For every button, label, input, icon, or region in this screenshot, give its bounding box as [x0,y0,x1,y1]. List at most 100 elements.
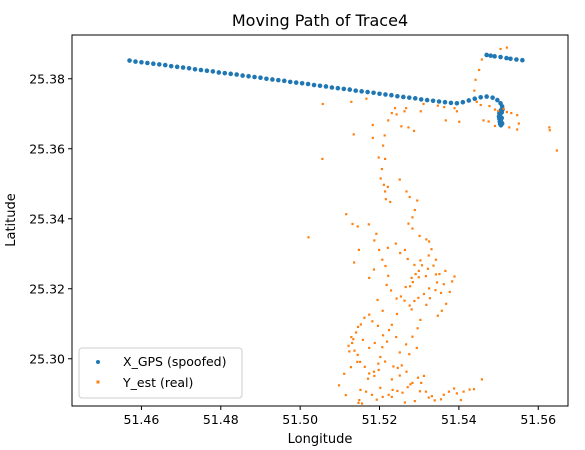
data-point [406,257,409,261]
data-point [373,374,376,377]
y-tick-label: 25.32 [29,281,65,296]
data-point [395,297,398,300]
data-point [499,115,505,121]
data-point [371,136,374,139]
data-point [406,386,409,389]
data-point [395,312,399,316]
data-point [305,81,311,87]
data-point [287,79,293,85]
data-point [329,85,335,90]
y-tick-label: 25.34 [29,211,65,226]
data-point [162,62,168,68]
data-point [497,109,500,113]
data-point [403,299,406,302]
data-point [490,95,495,100]
x-tick-label: 51.50 [282,412,318,427]
data-point [379,355,382,359]
data-point [353,88,359,93]
data-point [427,396,430,399]
data-point [356,225,359,228]
data-point [368,346,371,349]
data-point [307,236,310,239]
data-point [381,346,384,349]
y-tick-label: 25.30 [29,351,65,366]
x-axis-label: Longitude [288,432,353,447]
data-point [375,398,378,401]
data-point [363,316,366,319]
data-point [383,360,387,363]
data-point [345,213,348,216]
data-point [411,281,414,284]
data-point [435,281,439,284]
data-point [436,99,442,104]
data-point [405,190,408,193]
data-point [405,370,408,373]
data-point [375,232,378,235]
data-point [410,276,413,279]
data-point [407,222,410,225]
data-point [403,248,407,251]
data-point [198,67,204,73]
data-point [412,129,416,132]
data-point [358,398,361,402]
data-point [377,368,380,372]
data-point [398,178,401,181]
data-point [270,77,275,82]
data-point [366,377,370,380]
x-tick-label: 51.48 [203,412,239,427]
data-point [293,80,299,85]
data-point [419,110,422,113]
data-point [371,320,374,323]
data-point [145,60,150,66]
data-point [430,98,436,104]
data-point [359,388,362,391]
data-point [400,125,403,128]
data-point [472,388,476,391]
data-point [358,360,362,363]
legend-label-gps: X_GPS (spoofed) [123,354,226,369]
data-point [442,99,448,105]
data-point [349,366,353,369]
data-point [311,82,317,88]
data-point [391,388,394,391]
data-point [252,74,257,80]
data-point [466,98,472,103]
data-point [264,76,269,82]
data-point [493,124,497,128]
data-point [321,157,324,160]
data-point [368,372,371,375]
data-point [416,199,419,202]
data-point [386,246,389,249]
data-point [484,94,489,99]
data-point [371,123,374,127]
data-point [414,272,417,276]
data-point [504,55,509,61]
data-point [478,68,481,72]
data-point [351,222,354,226]
data-point [422,102,425,106]
legend-label-real: Y_est (real) [122,375,193,390]
y-tick-label: 25.38 [29,71,65,86]
data-point [422,292,426,296]
data-point [347,87,353,92]
series-real-estimate [307,46,558,405]
data-point [404,285,407,289]
data-point [408,353,411,356]
data-point [428,240,431,243]
data-point [357,248,360,251]
data-point [517,122,520,125]
data-point [399,251,402,255]
data-point [389,92,394,98]
data-point [204,68,210,73]
x-tick-label: 51.46 [124,412,160,427]
data-point [381,144,385,147]
data-point [387,393,390,396]
data-point [335,85,341,91]
data-point [372,370,376,373]
data-point [413,208,416,212]
data-point [370,393,374,396]
data-point [168,63,174,69]
data-point [373,239,376,242]
data-point [355,331,358,334]
data-point [151,61,156,66]
